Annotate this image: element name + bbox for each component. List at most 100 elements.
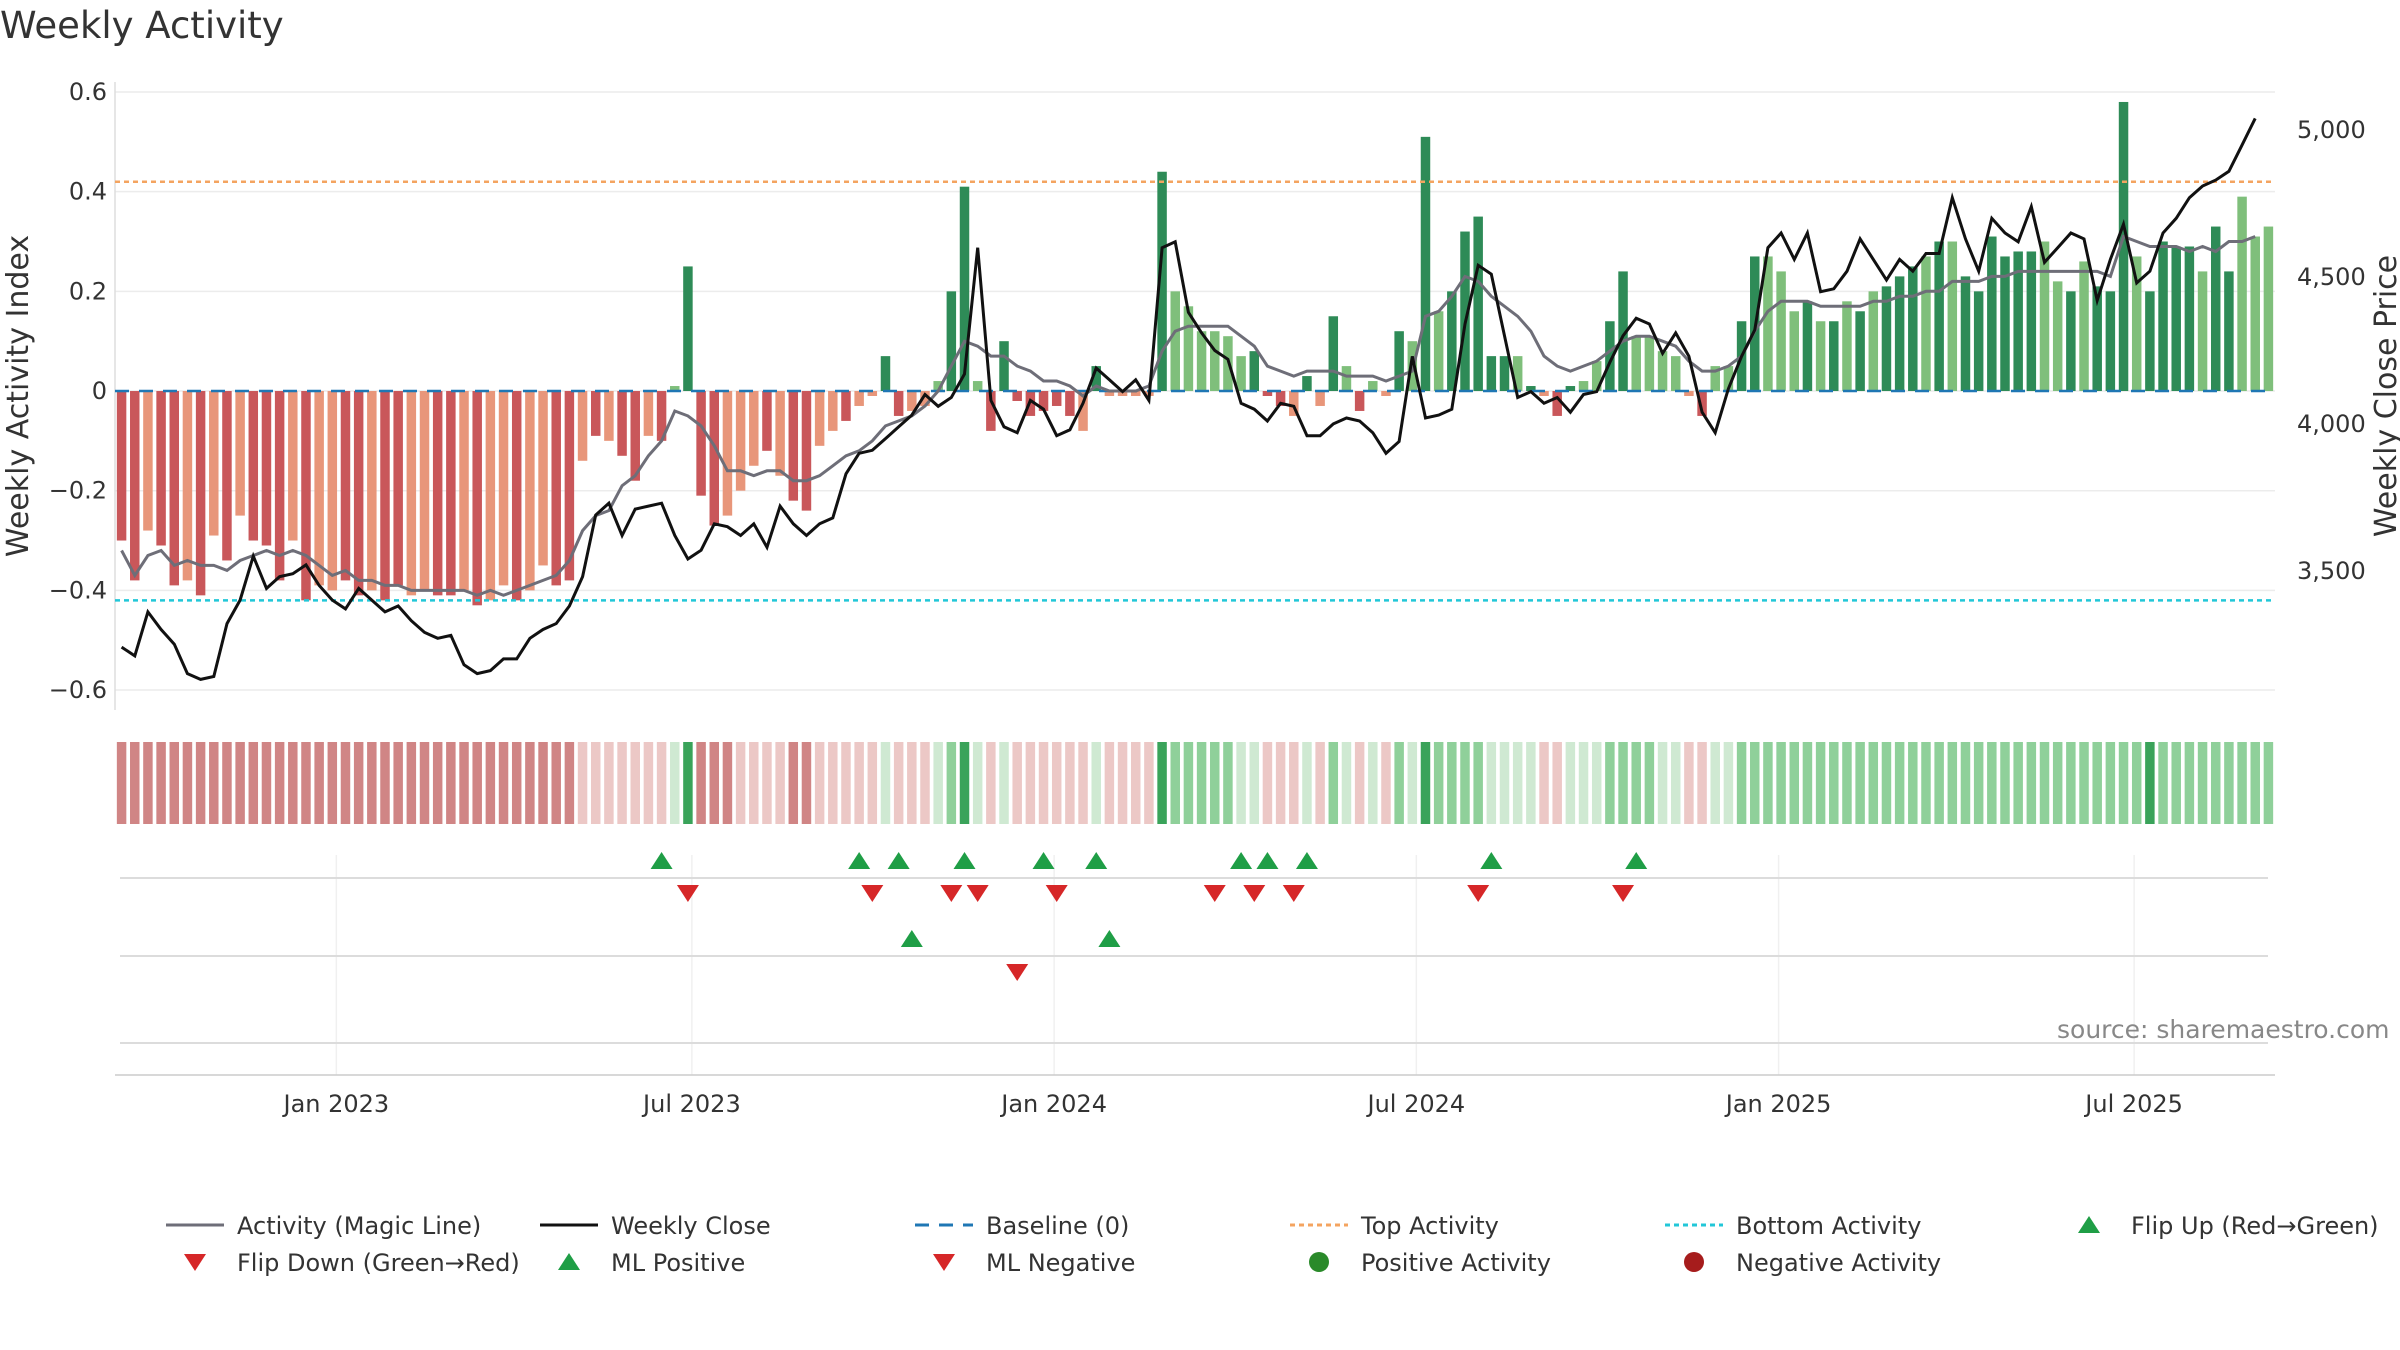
y-tick-label: −0.2 [49,477,107,505]
strip-cell [2224,742,2234,824]
activity-bar [2184,246,2195,392]
activity-bar [972,381,983,392]
activity-bar [893,391,904,416]
activity-bar [577,391,588,461]
x-tick-label: Jul 2024 [1366,1090,1466,1118]
strip-cell [1012,742,1022,824]
strip-cell [1618,742,1628,824]
legend-swatch [558,1253,580,1270]
strip-cell [2052,742,2063,824]
strip-cell [1670,742,1681,824]
activity-bar [2013,251,2023,392]
strip-cell [393,742,403,824]
strip-cell [1842,742,1852,824]
strip-cell [1829,742,1839,824]
strip-cell [1763,742,1773,824]
strip-cell [1460,742,1470,824]
legend-item: Flip Up (Red→Green) [2078,1212,2379,1240]
flip-up-marker [953,852,976,869]
activity-bar [828,391,838,431]
activity-bar [1881,286,1892,392]
activity-bar [2131,256,2142,392]
activity-bar [1420,136,1431,392]
strip-cell [2145,742,2155,824]
strip-cell [959,742,970,824]
strip-cell [327,742,338,824]
flip-down-marker [966,885,989,902]
activity-bar [222,391,232,561]
activity-bar [169,391,180,586]
activity-bar [2237,196,2247,392]
activity-bar [1815,321,1826,392]
activity-bar [775,391,785,476]
strip-cell [1512,742,1523,824]
y2-tick-label: 4,500 [2297,263,2366,291]
strip-cell [722,742,733,824]
strip-cell [709,742,720,824]
flip-down-marker [1282,885,1305,902]
activity-bar [525,391,535,591]
strip-cell [538,742,548,824]
x-tick-label: Jan 2023 [282,1090,390,1118]
strip-cell [353,742,364,824]
activity-bar [1486,356,1497,392]
activity-bar [1433,311,1444,392]
activity-bar [1381,391,1391,396]
strip-cell [828,742,838,824]
activity-bar [735,391,746,491]
activity-bar [762,391,772,451]
strip-cell [1091,742,1101,824]
activity-bar [2092,286,2102,392]
strip-cell [1368,742,1378,824]
strip-cell [1657,742,1668,824]
strip-cell [2000,742,2010,824]
strip-cell [261,742,272,824]
strip-cell [683,742,693,824]
legend-item: Top Activity [1290,1212,1499,1240]
strip-cell [1183,742,1194,824]
activity-bar [1328,316,1339,392]
strip-cell [1710,742,1720,824]
strip-cell [1157,742,1167,824]
activity-bar [1842,301,1852,392]
strip-cell [472,742,482,824]
strip-cell [920,742,930,824]
activity-bar [920,391,930,406]
strip-cell [735,742,746,824]
activity-bar [1526,386,1536,392]
strip-cell [459,742,469,824]
activity-bar [1565,386,1576,392]
strip-cell [590,742,601,824]
activity-bar [2105,291,2116,392]
activity-bar [288,391,298,541]
strip-cell [525,742,535,824]
strip-cell [1447,742,1457,824]
activity-bar [1315,391,1325,406]
strip-cell [367,742,377,824]
activity-bar [801,391,812,511]
strip-cell [775,742,785,824]
activity-bar [1908,266,1918,392]
legend-item: Activity (Magic Line) [166,1212,481,1240]
activity-bar [880,356,891,392]
legend-item: Weekly Close [540,1212,771,1240]
activity-bar [143,391,153,531]
strip-cell [182,742,193,824]
strip-cell [1855,742,1865,824]
strip-cell [1499,742,1510,824]
strip-cell [248,742,259,824]
strip-cell [1526,742,1536,824]
strip-cell [1407,742,1418,824]
activity-bar [340,391,351,581]
strip-cell [1289,742,1299,824]
legend-label: ML Positive [611,1249,745,1277]
flip-up-marker [1480,852,1503,869]
strip-cell [656,742,667,824]
strip-cell [419,742,430,824]
strip-cell [1170,742,1180,824]
activity-bar [1354,391,1365,411]
activity-bar [933,381,943,392]
activity-bar [670,386,680,392]
strip-cell [972,742,983,824]
